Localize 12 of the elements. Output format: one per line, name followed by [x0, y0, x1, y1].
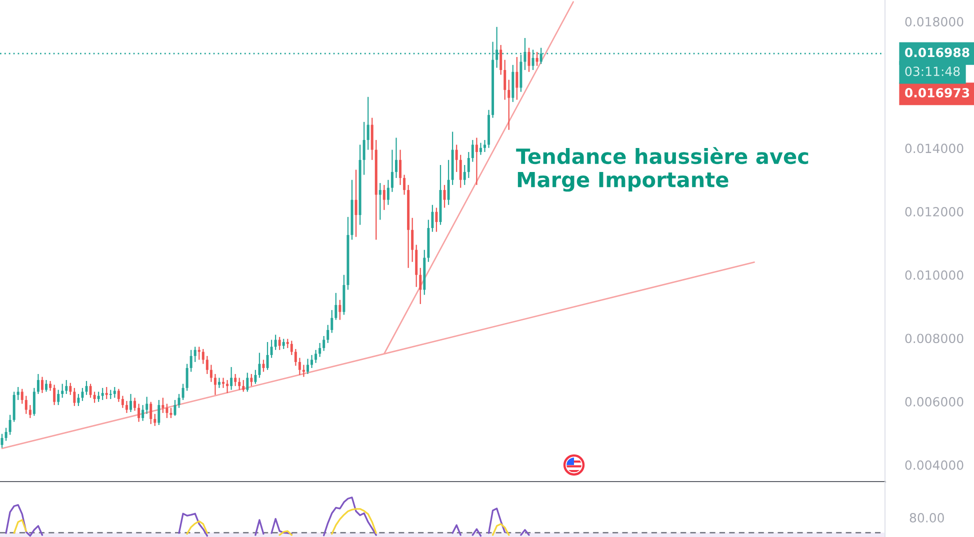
y-tick-label: 0.014000 — [905, 144, 964, 154]
y-tick-label: 0.004000 — [905, 460, 964, 470]
y-tick-label: 0.010000 — [905, 270, 964, 280]
annotation: Tendance haussière avec Marge Importante — [516, 147, 808, 192]
text: 03:11:48 — [905, 66, 960, 76]
y-tick-label: 0.008000 — [905, 334, 964, 344]
ref-line-label: 0.016988 — [905, 48, 970, 58]
y-tick-label: 0.012000 — [905, 207, 964, 216]
y-tick-label: 0.006000 — [905, 397, 964, 406]
text: 0.016973 — [905, 88, 970, 98]
text: 80.00 — [910, 513, 944, 522]
y-tick-label: 0.018000 — [905, 17, 964, 26]
